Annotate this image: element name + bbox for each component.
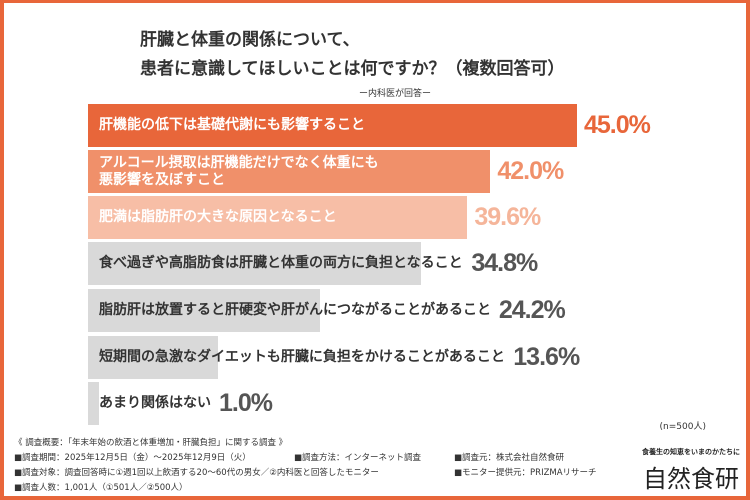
bar: 食べ過ぎや高脂肪食は肝臓と体重の両方に負担となること [88,242,463,285]
bar-row: 脂肪肝は放置すると肝硬変や肝がんにつながることがあること 24.2% [88,289,566,332]
bar-label-line: アルコール摂取は肝機能だけでなく体重にも [99,154,379,171]
sample-size: (n=500人) [659,422,706,432]
bar-label: あまり関係はない [99,395,211,412]
bar-label-line: あまり関係はない [99,395,211,411]
bar: 短期間の急激なダイエットも肝臓に負担をかけることがあること [88,336,505,379]
notes-target: ■調査対象：調査回答時に①週1回以上飲酒する20～60代の男女／②内科医と回答し… [14,468,379,478]
title-line-2: 患者に意識してほしいことは何ですか？（複数回答可） [140,59,565,79]
brand-name: 自然食研 [643,465,739,493]
notes-provider: ■モニター提供元：PRIZMAリサーチ [454,468,597,478]
value-label: 42.0% [497,157,564,185]
notes-period: ■調査期間：2025年12月5日（金）～2025年12月9日（火） [14,453,251,463]
notes-heading: 《 調査概要：「年末年始の飲酒と体重増加・肝臓負担」に関する調査 》 [14,438,288,448]
bar-row: アルコール摂取は肝機能だけでなく体重にも 悪影響を及ぼすこと 42.0% [88,150,564,193]
notes-method: ■調査方法：インターネット調査 [294,453,422,463]
bar-label: 肝機能の低下は基礎代謝にも影響すること [99,117,365,134]
value-label: 34.8% [471,249,538,277]
bar-row: 肥満は脂肪肝の大きな原因となること 39.6% [88,196,541,239]
bar: 肥満は脂肪肝の大きな原因となること [88,196,468,239]
bar: アルコール摂取は肝機能だけでなく体重にも 悪影響を及ぼすこと [88,150,491,193]
chart-subtitle: ー内科医が回答ー [358,89,431,99]
value-label: 1.0% [219,389,273,417]
bar-row: 食べ過ぎや高脂肪食は肝臓と体重の両方に負担となること 34.8% [88,242,538,285]
bar: 肝機能の低下は基礎代謝にも影響すること [88,104,577,147]
bar-label: 短期間の急激なダイエットも肝臓に負担をかけることがあること [99,349,505,366]
bar: 脂肪肝は放置すると肝硬変や肝がんにつながることがあること [88,289,491,332]
bar-label-line: 悪影響を及ぼすこと [99,171,225,188]
value-label: 13.6% [513,343,580,371]
bar-label: 肥満は脂肪肝の大きな原因となること [99,209,337,226]
bar-label-line: 短期間の急激なダイエットも肝臓に負担をかけることがあること [99,349,505,365]
brand-logo: 食養生の知恵をいまのかたちに 自然食研 [642,447,740,494]
bar-label: 食べ過ぎや高脂肪食は肝臓と体重の両方に負担となること [99,255,463,272]
notes-source: ■調査元：株式会社自然食研 [454,453,565,463]
notes-count: ■調査人数：1,001人（①501人／②500人） [14,483,188,493]
value-label: 45.0% [584,111,651,139]
bar-label-line: 脂肪肝は放置すると肝硬変や肝がんにつながることがあること [99,302,491,318]
title-line-1: 肝臓と体重の関係について、 [140,30,360,50]
value-label: 24.2% [498,296,566,324]
bar-label-line: 食べ過ぎや高脂肪食は肝臓と体重の両方に負担となること [99,255,463,271]
bar-label-line: 肝機能の低下は基礎代謝にも影響すること [99,117,365,133]
bar-label: 脂肪肝は放置すると肝硬変や肝がんにつながることがあること [99,302,491,319]
bar-label: アルコール摂取は肝機能だけでなく体重にも 悪影響を及ぼすこと [99,155,379,189]
bar-row: 肝機能の低下は基礎代謝にも影響すること 45.0% [88,104,651,147]
bar-label-line: 肥満は脂肪肝の大きな原因となること [99,209,337,225]
value-label: 39.6% [474,203,541,231]
bar-row: あまり関係はない 1.0% [88,382,273,425]
bar: あまり関係はない [88,382,211,425]
chart-title: 肝臓と体重の関係について、 患者に意識してほしいことは何ですか？（複数回答可） [140,26,565,84]
brand-tagline: 食養生の知恵をいまのかたちに [642,448,740,456]
bar-row: 短期間の急激なダイエットも肝臓に負担をかけることがあること 13.6% [88,336,580,379]
survey-notes: 《 調査概要：「年末年始の飲酒と体重増加・肝臓負担」に関する調査 》 ■調査期間… [14,436,597,496]
